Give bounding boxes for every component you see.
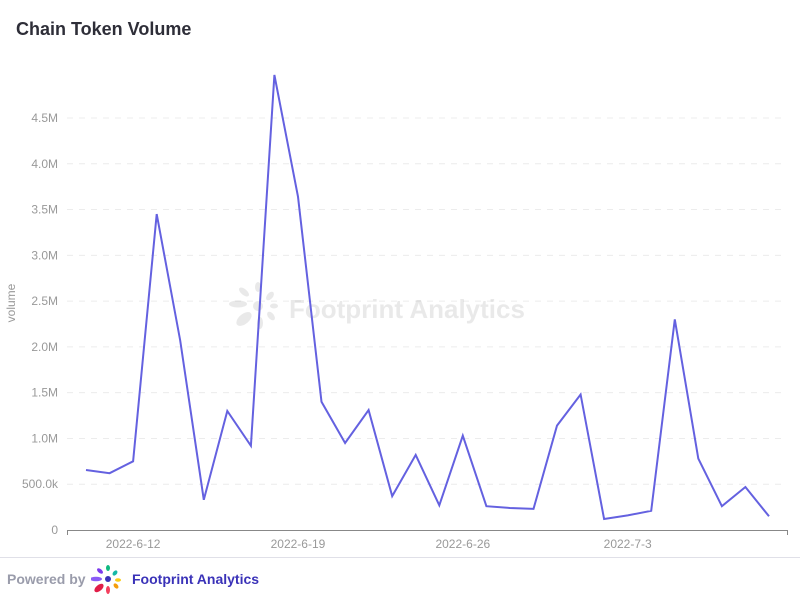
y-tick-label: 4.0M	[31, 157, 58, 171]
footprint-logo-icon	[229, 282, 278, 329]
data-point[interactable]	[224, 408, 230, 414]
data-point[interactable]	[413, 452, 419, 458]
data-point[interactable]	[83, 467, 89, 473]
data-point[interactable]	[554, 423, 560, 429]
data-point[interactable]	[436, 502, 442, 508]
y-tick-label: 2.0M	[31, 340, 58, 354]
data-point[interactable]	[648, 508, 654, 514]
data-point[interactable]	[460, 433, 466, 439]
line-chart: 0500.0k1.0M1.5M2.0M2.5M3.0M3.5M4.0M4.5M …	[4, 72, 788, 551]
data-point[interactable]	[107, 470, 113, 476]
data-point[interactable]	[483, 503, 489, 509]
series-line-volume	[85, 74, 770, 521]
data-point[interactable]	[130, 458, 136, 464]
brand-link[interactable]: Footprint Analytics	[132, 571, 260, 587]
watermark: Footprint Analytics	[229, 282, 525, 329]
x-tick-label: 2022-6-12	[106, 537, 161, 551]
data-point[interactable]	[719, 503, 725, 509]
data-point[interactable]	[154, 211, 160, 217]
data-point[interactable]	[248, 443, 254, 449]
data-point[interactable]	[271, 72, 277, 78]
y-tick-label: 4.5M	[31, 111, 58, 125]
data-point[interactable]	[319, 399, 325, 405]
y-tick-label: 3.0M	[31, 248, 58, 262]
x-tick-label: 2022-6-26	[435, 537, 490, 551]
y-tick-label: 500.0k	[22, 477, 59, 491]
data-point[interactable]	[601, 516, 607, 522]
chart-title: Chain Token Volume	[16, 19, 192, 39]
data-point[interactable]	[625, 512, 631, 518]
data-point[interactable]	[672, 316, 678, 322]
data-point[interactable]	[695, 456, 701, 462]
x-tick-label: 2022-6-19	[271, 537, 326, 551]
data-point[interactable]	[389, 493, 395, 499]
x-tick-label: 2022-7-3	[604, 537, 652, 551]
data-point[interactable]	[742, 484, 748, 490]
footprint-logo-icon	[91, 565, 121, 594]
y-tick-label: 2.5M	[31, 294, 58, 308]
footer: Powered by Footprint Analytics	[0, 557, 800, 601]
y-tick-label: 0	[51, 523, 58, 537]
data-point[interactable]	[766, 513, 772, 519]
y-tick-label: 3.5M	[31, 203, 58, 217]
data-point[interactable]	[201, 497, 207, 503]
data-point[interactable]	[507, 505, 513, 511]
data-point[interactable]	[295, 194, 301, 200]
y-tick-label: 1.0M	[31, 431, 58, 445]
grid-lines	[67, 117, 787, 485]
data-point[interactable]	[366, 407, 372, 413]
watermark-text: Footprint Analytics	[289, 294, 525, 324]
data-point[interactable]	[578, 391, 584, 397]
powered-by-label: Powered by	[7, 571, 86, 587]
data-point[interactable]	[177, 337, 183, 343]
y-axis-ticks: 0 500.0k 1.0M 1.5M 2.0M 2.5M 3.0M 3.5M 4.0M 4.5M	[22, 111, 59, 537]
data-point[interactable]	[530, 506, 536, 512]
y-tick-label: 1.5M	[31, 386, 58, 400]
x-axis-ticks: 2022-6-12 2022-6-19 2022-6-26 2022-7-3	[106, 537, 652, 551]
y-axis-label: volume	[4, 283, 18, 322]
data-point[interactable]	[342, 440, 348, 446]
